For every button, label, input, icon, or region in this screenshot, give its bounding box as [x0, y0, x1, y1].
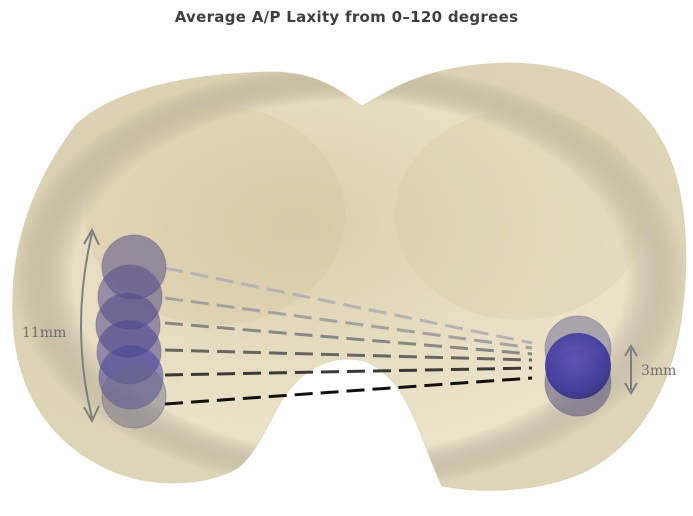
- medial-contact-positions: [95, 234, 167, 429]
- laxity-path-2: [164, 296, 533, 350]
- lateral-range-label: 3mm: [641, 363, 676, 379]
- medial-contact-6: [101, 363, 167, 429]
- lateral-contact-main: [545, 333, 611, 399]
- lateral-range-arrow: [624, 344, 638, 395]
- laxity-path-4: [164, 348, 533, 362]
- medial-contact-5: [98, 344, 164, 410]
- tibial-insert: [12, 62, 687, 491]
- laxity-path-5: [164, 366, 533, 377]
- lateral-dish-shading: [395, 110, 645, 320]
- lateral-range-arrow-head-bottom: [624, 382, 638, 395]
- medial-range-arrow-shaft: [80, 232, 93, 419]
- tibial-insert-rim: [12, 63, 686, 491]
- lateral-contact-positions: [544, 315, 612, 417]
- medial-range-arrow: [80, 227, 100, 424]
- laxity-paths: [164, 266, 533, 406]
- medial-range-label: 11mm: [22, 325, 66, 341]
- medial-range-arrow-head-top: [83, 227, 100, 246]
- laxity-path-1: [164, 266, 533, 345]
- laxity-path-3: [164, 321, 533, 356]
- diagram-title: Average A/P Laxity from 0–120 degrees: [174, 8, 519, 26]
- medial-range-arrow-head-bottom: [83, 405, 100, 424]
- laxity-path-6: [164, 376, 533, 406]
- lateral-range-arrow-head-top: [624, 344, 638, 357]
